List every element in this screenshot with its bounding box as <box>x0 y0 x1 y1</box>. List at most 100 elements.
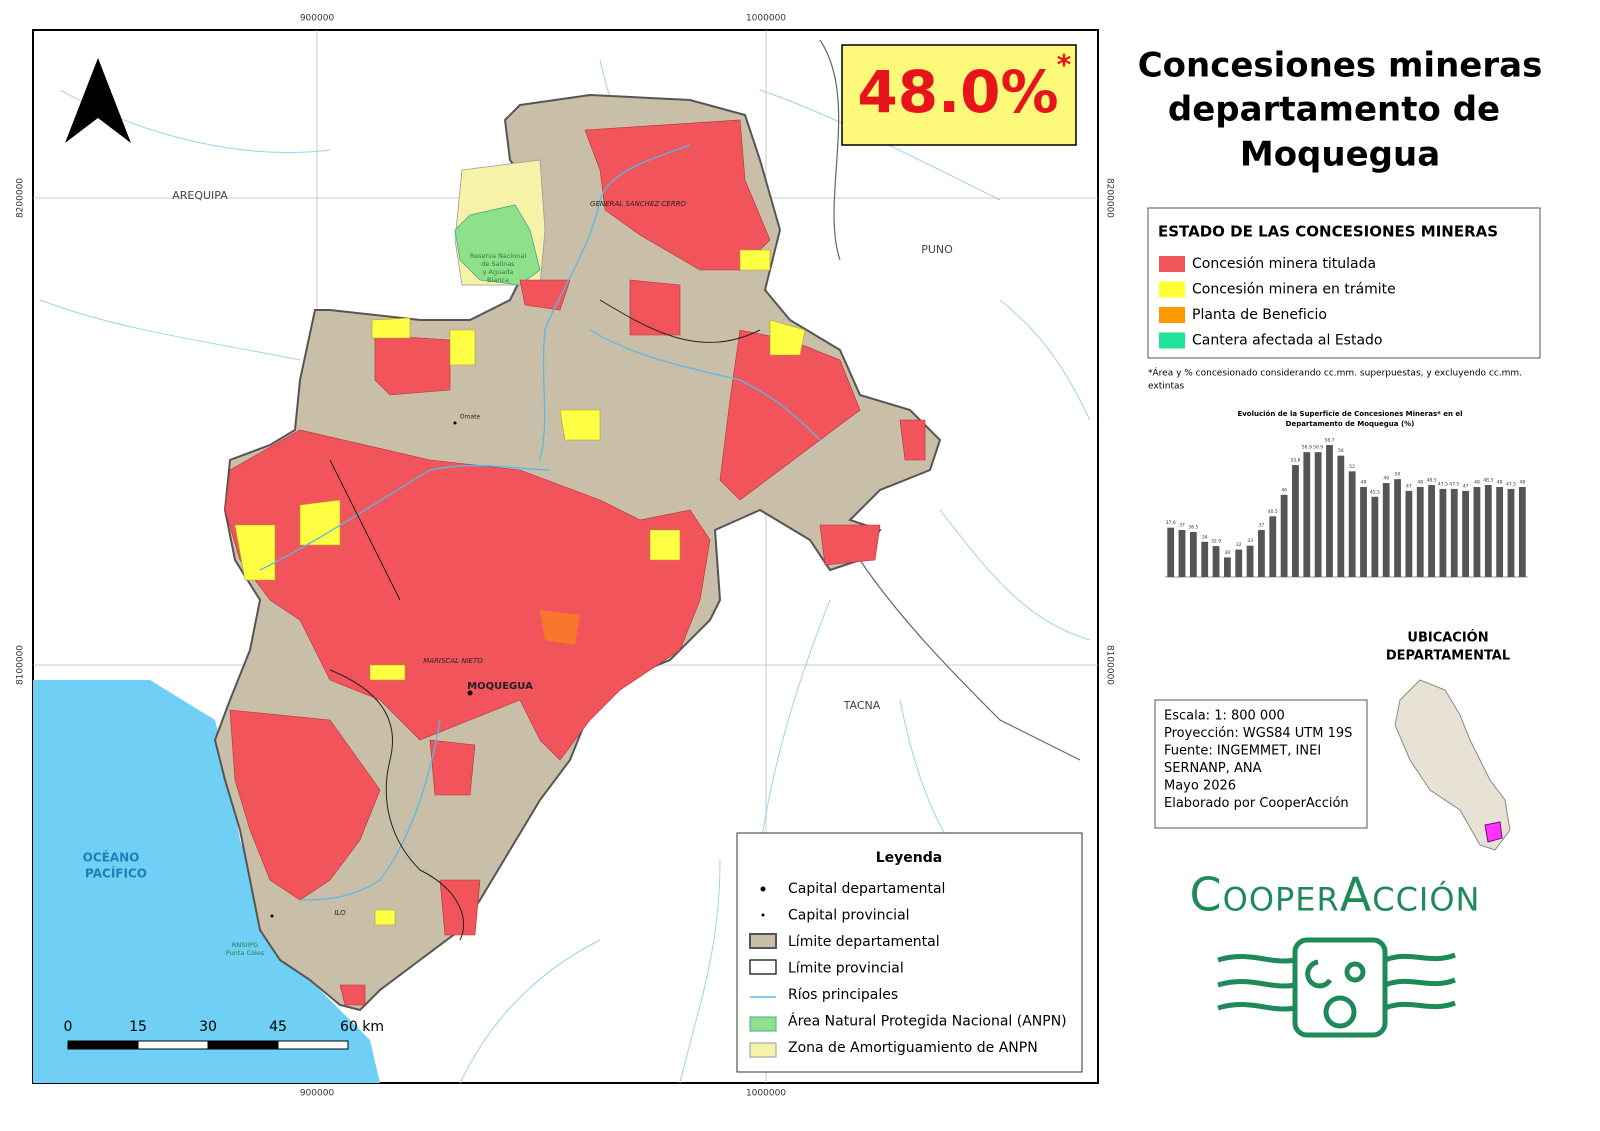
capital-departmental <box>467 690 473 696</box>
value-label: 32 <box>1236 542 1242 548</box>
value-label: 47.5 <box>1438 481 1448 487</box>
value-label: 48 <box>1519 479 1525 485</box>
legend-swatch <box>1159 281 1185 298</box>
value-label: 34 <box>1202 534 1208 540</box>
bar <box>1473 486 1481 577</box>
place-label: y Aguada <box>483 268 514 276</box>
info-box <box>1154 699 1368 829</box>
value-label: 48.5 <box>1483 478 1493 484</box>
percent-asterisk: * <box>1057 48 1072 81</box>
scale-label: 0 <box>64 1019 73 1035</box>
side-panel: Concesiones mineras departamento de Moqu… <box>1138 46 1543 175</box>
bar <box>1246 545 1254 577</box>
x-coord-label: 1000000 <box>746 14 786 24</box>
title: Moquegua <box>1240 135 1440 175</box>
value-label: 58.7 <box>1324 438 1334 444</box>
legend-label: Planta de Beneficio <box>1192 307 1327 323</box>
bar <box>1405 490 1413 577</box>
legend-label: Capital provincial <box>788 908 910 924</box>
info-line: Elaborado por CooperAcción <box>1164 796 1349 811</box>
legend-symbol <box>749 933 777 949</box>
north-arrow <box>65 58 131 143</box>
value-label: 46 <box>1281 487 1287 493</box>
y-coord-label: 8200000 <box>16 178 26 218</box>
value-label: 40.5 <box>1268 509 1278 515</box>
legend-symbol <box>749 1016 777 1032</box>
value-label: 30 <box>1225 550 1231 556</box>
y-coord-label: 8100000 <box>1105 645 1115 685</box>
legend-label: Límite departamental <box>788 934 940 950</box>
place-label: Omate <box>460 414 481 421</box>
value-label: 36.5 <box>1188 524 1198 530</box>
value-label: 53.6 <box>1290 458 1300 464</box>
place-label: Reserva Nacional <box>470 252 526 260</box>
bar <box>1382 483 1390 577</box>
peru-locator <box>1394 679 1511 851</box>
scale-segment <box>277 1040 349 1050</box>
legend-title: Leyenda <box>876 850 942 866</box>
history-chart: Evolución de la Superficie de Concesione… <box>1165 410 1528 578</box>
logo-icon <box>1217 937 1456 1038</box>
value-label: 47 <box>1406 483 1412 489</box>
legend-symbol <box>749 959 777 975</box>
x-coord-label: 900000 <box>300 14 335 24</box>
bar <box>1212 546 1220 577</box>
value-label: 37.6 <box>1166 520 1176 526</box>
bar <box>1518 486 1526 577</box>
status-legend <box>1147 207 1541 359</box>
bar <box>1450 488 1458 577</box>
value-label: 37 <box>1179 523 1185 529</box>
map-legend <box>736 832 1083 1073</box>
legend-label: Cantera afectada al Estado <box>1192 333 1383 349</box>
place-label: MOQUEGUA <box>467 681 533 692</box>
scale-segment <box>207 1040 279 1050</box>
bar <box>1439 488 1447 577</box>
legend-symbol <box>749 1042 777 1058</box>
bar <box>1462 490 1470 577</box>
place-label: OCÉANO <box>83 850 140 865</box>
legend-symbol <box>761 913 765 917</box>
info-line: Mayo 2026 <box>1164 779 1236 794</box>
bar <box>1269 516 1277 577</box>
location-title: DEPARTAMENTAL <box>1386 649 1510 664</box>
legend-swatch <box>1159 307 1185 323</box>
bar <box>1201 541 1209 577</box>
place-label: PUNO <box>921 243 953 256</box>
value-label: 33 <box>1247 538 1253 544</box>
y-coord-label: 8100000 <box>16 645 26 685</box>
bar <box>1371 496 1379 577</box>
bar <box>1496 486 1504 577</box>
concessions-pending <box>234 249 806 926</box>
value-label: 48 <box>1474 479 1480 485</box>
value-label: 47.5 <box>1506 481 1516 487</box>
scale-segment <box>67 1040 139 1050</box>
legend-label: Área Natural Protegida Nacional (ANPN) <box>788 1013 1067 1030</box>
info-line: Escala: 1: 800 000 <box>1164 709 1285 724</box>
legend-label: Zona de Amortiguamiento de ANPN <box>788 1040 1038 1056</box>
bar <box>1337 455 1345 577</box>
scale-bar: 0 15 30 45 60 km <box>64 1019 384 1050</box>
percent-value: 48.0% <box>857 58 1058 126</box>
value-label: 48 <box>1417 479 1423 485</box>
protected-area <box>454 204 541 286</box>
legend-label: Capital departamental <box>788 881 945 897</box>
info-line: SERNANP, ANA <box>1164 761 1262 776</box>
bar <box>1360 486 1367 577</box>
title: Concesiones mineras <box>1138 46 1543 86</box>
value-label: 56.9 <box>1313 445 1323 451</box>
note: extintas <box>1148 382 1184 392</box>
scale-segment <box>137 1040 209 1050</box>
value-label: 37 <box>1259 523 1265 529</box>
bar <box>1348 471 1356 577</box>
bar <box>1178 530 1186 577</box>
place-label: RNSIIPG <box>232 941 258 949</box>
place-label: Punta Coles <box>226 949 265 957</box>
place-label: de Salinas <box>481 260 515 268</box>
logo-text: CooperAcción <box>1190 868 1481 922</box>
bar <box>1223 557 1231 577</box>
chart-title: Evolución de la Superficie de Concesione… <box>1237 410 1462 418</box>
legend-swatch <box>1159 332 1185 349</box>
scale-label: 15 <box>129 1019 147 1035</box>
info-line: Proyección: WGS84 UTM 19S <box>1164 726 1352 741</box>
